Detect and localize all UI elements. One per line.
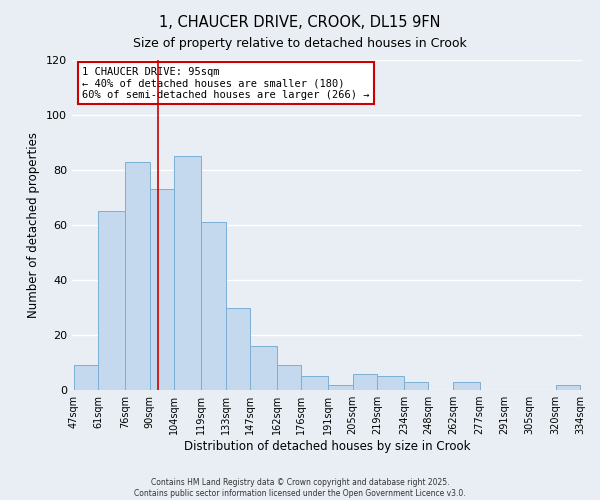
Bar [556, 384, 580, 390]
X-axis label: Distribution of detached houses by size in Crook: Distribution of detached houses by size … [184, 440, 470, 453]
Bar [377, 376, 404, 390]
Text: Size of property relative to detached houses in Crook: Size of property relative to detached ho… [133, 38, 467, 51]
Bar [277, 365, 301, 390]
Bar [328, 384, 353, 390]
Bar [74, 365, 98, 390]
Y-axis label: Number of detached properties: Number of detached properties [28, 132, 40, 318]
Bar [175, 156, 201, 390]
Bar [453, 382, 479, 390]
Bar [201, 222, 226, 390]
Bar [98, 211, 125, 390]
Text: 1, CHAUCER DRIVE, CROOK, DL15 9FN: 1, CHAUCER DRIVE, CROOK, DL15 9FN [159, 15, 441, 30]
Bar [353, 374, 377, 390]
Bar [250, 346, 277, 390]
Bar [404, 382, 428, 390]
Bar [226, 308, 250, 390]
Bar [149, 189, 175, 390]
Bar [125, 162, 149, 390]
Bar [301, 376, 328, 390]
Text: Contains HM Land Registry data © Crown copyright and database right 2025.
Contai: Contains HM Land Registry data © Crown c… [134, 478, 466, 498]
Text: 1 CHAUCER DRIVE: 95sqm
← 40% of detached houses are smaller (180)
60% of semi-de: 1 CHAUCER DRIVE: 95sqm ← 40% of detached… [82, 66, 370, 100]
